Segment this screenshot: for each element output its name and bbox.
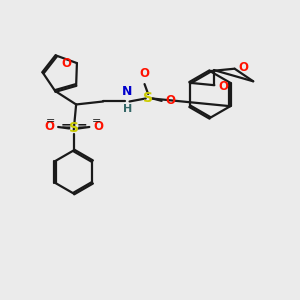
Text: N: N <box>122 85 132 98</box>
Text: O: O <box>61 57 71 70</box>
Text: O: O <box>93 121 103 134</box>
Text: S: S <box>69 122 79 136</box>
Text: O: O <box>44 121 54 134</box>
Text: =: = <box>46 116 56 126</box>
Text: =: = <box>92 116 101 126</box>
Text: H: H <box>122 103 132 114</box>
Text: =: = <box>76 120 87 133</box>
Text: S: S <box>143 92 153 106</box>
Text: O: O <box>140 68 149 80</box>
Text: O: O <box>239 61 249 74</box>
Text: O: O <box>218 80 229 93</box>
Text: O: O <box>165 94 175 107</box>
Text: =: = <box>60 120 71 133</box>
